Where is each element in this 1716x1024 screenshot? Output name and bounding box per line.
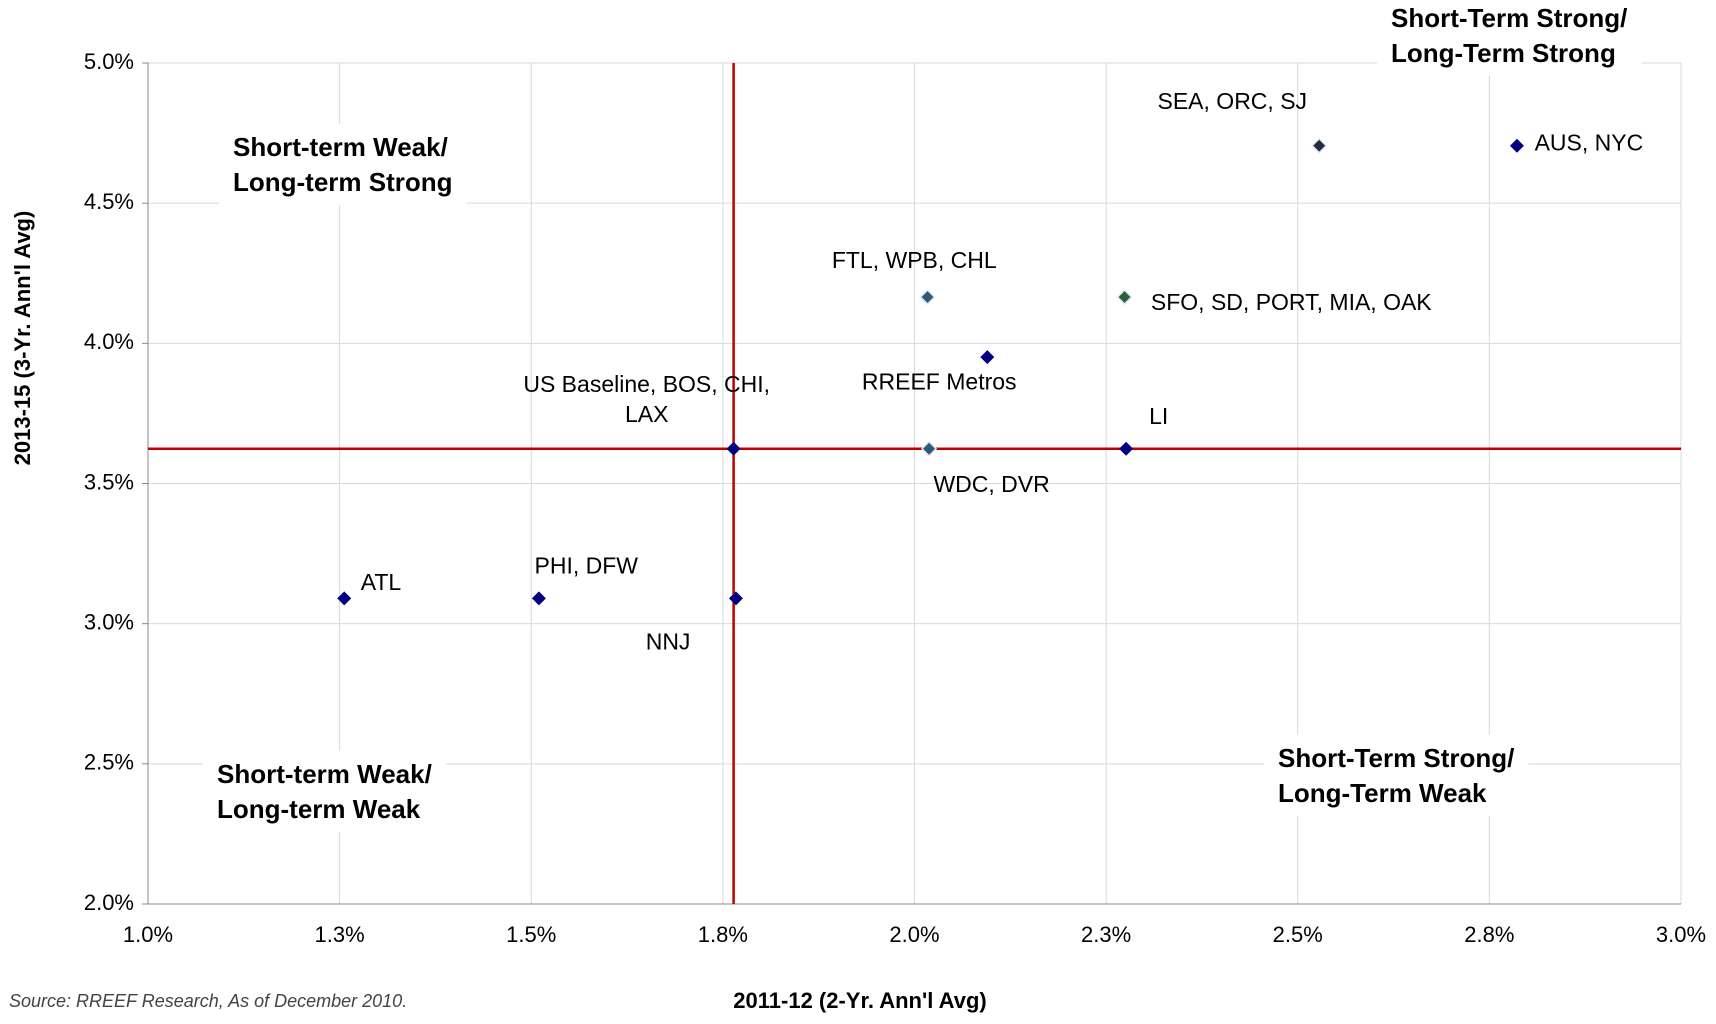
point <box>1311 137 1328 154</box>
label-background <box>1264 734 1529 816</box>
point-label: ATL <box>361 569 402 595</box>
source-note: Source: RREEF Research, As of December 2… <box>9 991 407 1011</box>
y-tick-label: 5.0% <box>84 49 134 74</box>
quadrant-label: Short-Term Strong/Long-Term Weak <box>1264 734 1529 816</box>
point-label: US Baseline, BOS, CHI, <box>523 371 770 397</box>
point <box>919 289 936 306</box>
label-background <box>1377 0 1642 76</box>
point-label: AUS, NYC <box>1535 130 1644 156</box>
x-axis-title: 2011-12 (2-Yr. Ann'l Avg) <box>733 988 986 1013</box>
x-tick-label: 1.5% <box>506 922 556 947</box>
point-label: SFO, SD, PORT, MIA, OAK <box>1151 289 1432 315</box>
quadrant-label-line: Short-Term Strong/ <box>1278 743 1514 773</box>
quadrant-label-line: Short-term Weak/ <box>233 132 448 162</box>
point <box>1116 289 1133 306</box>
point <box>980 350 995 365</box>
x-tick-label: 1.8% <box>698 922 748 947</box>
label-background <box>203 750 446 832</box>
point-label: NNJ <box>646 629 691 655</box>
x-tick-label: 1.0% <box>123 922 173 947</box>
y-tick-label: 2.0% <box>84 890 134 915</box>
x-tick-label: 3.0% <box>1656 922 1706 947</box>
quadrant-label-line: Long-Term Strong <box>1391 38 1616 68</box>
y-axis-title: 2013-15 (3-Yr. Ann'l Avg) <box>10 211 35 466</box>
label-background <box>219 123 467 205</box>
quadrant-label-line: Long-Term Weak <box>1278 778 1487 808</box>
point <box>726 441 741 456</box>
point <box>921 440 938 457</box>
y-tick-label: 4.5% <box>84 189 134 214</box>
x-tick-label: 1.3% <box>315 922 365 947</box>
quadrant-label-line: Long-term Weak <box>217 794 421 824</box>
point <box>531 591 546 606</box>
x-tick-label: 2.3% <box>1081 922 1131 947</box>
x-tick-label: 2.5% <box>1273 922 1323 947</box>
point-label: FTL, WPB, CHL <box>832 247 997 273</box>
y-tick-label: 3.5% <box>84 469 134 494</box>
point <box>337 591 352 606</box>
point-label: PHI, DFW <box>535 553 639 579</box>
x-tick-label: 2.0% <box>889 922 939 947</box>
quadrant-label-line: Short-term Weak/ <box>217 759 432 789</box>
y-tick-label: 4.0% <box>84 329 134 354</box>
point-label: WDC, DVR <box>933 471 1049 497</box>
y-tick-label: 2.5% <box>84 750 134 775</box>
point <box>728 591 743 606</box>
quadrant-label: Short-term Weak/Long-term Weak <box>203 750 446 832</box>
x-tick-label: 2.8% <box>1464 922 1514 947</box>
quadrant-label-line: Short-Term Strong/ <box>1391 3 1627 33</box>
point <box>1509 138 1524 153</box>
point <box>1119 441 1134 456</box>
point-label: LI <box>1149 403 1168 429</box>
point-label: LAX <box>625 401 668 427</box>
quadrant-label-line: Long-term Strong <box>233 167 453 197</box>
y-tick-label: 3.0% <box>84 609 134 634</box>
quadrant-label: Short-term Weak/Long-term Strong <box>219 123 467 205</box>
point-label: RREEF Metros <box>862 369 1017 395</box>
point-label: SEA, ORC, SJ <box>1158 88 1308 114</box>
quadrant-label: Short-Term Strong/Long-Term Strong <box>1377 0 1642 76</box>
